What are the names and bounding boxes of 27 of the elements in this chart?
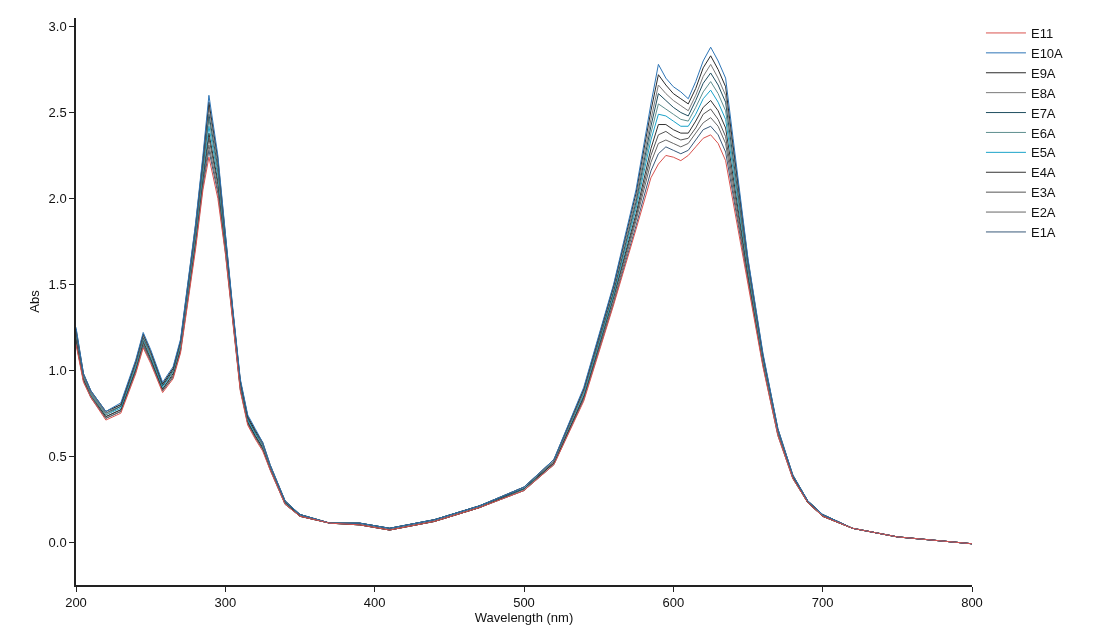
legend-label: E8A <box>1030 85 1056 101</box>
y-tick-label: 3.0 <box>48 19 67 35</box>
legend-label: E5A <box>1030 145 1056 161</box>
y-tick-label: 2.5 <box>48 105 67 121</box>
y-tick-label: 0.5 <box>48 448 67 464</box>
legend-label: E11 <box>1030 26 1054 42</box>
legend-label: E1A <box>1030 225 1056 241</box>
y-tick-label: 0.0 <box>48 534 67 550</box>
x-tick-label: 400 <box>363 595 386 611</box>
y-tick-label: 2.0 <box>48 190 67 206</box>
x-tick-label: 600 <box>662 595 685 611</box>
y-axis-title: Abs <box>27 289 43 313</box>
x-tick-label: 800 <box>961 595 983 611</box>
x-tick-label: 500 <box>513 595 535 611</box>
legend-label: E3A <box>1030 185 1056 201</box>
x-axis-title: Wavelength (nm) <box>474 610 574 626</box>
y-tick-label: 1.0 <box>48 362 67 378</box>
y-tick-label: 1.5 <box>48 276 67 292</box>
legend-label: E9A <box>1030 65 1056 81</box>
legend-label: E10A <box>1030 45 1064 61</box>
legend-label: E6A <box>1030 125 1056 141</box>
legend-label: E4A <box>1030 165 1056 181</box>
x-tick-label: 300 <box>214 595 237 611</box>
legend-label: E7A <box>1030 105 1056 121</box>
legend-label: E2A <box>1030 205 1056 221</box>
x-tick-label: 700 <box>811 595 834 611</box>
x-tick-label: 200 <box>65 595 87 611</box>
